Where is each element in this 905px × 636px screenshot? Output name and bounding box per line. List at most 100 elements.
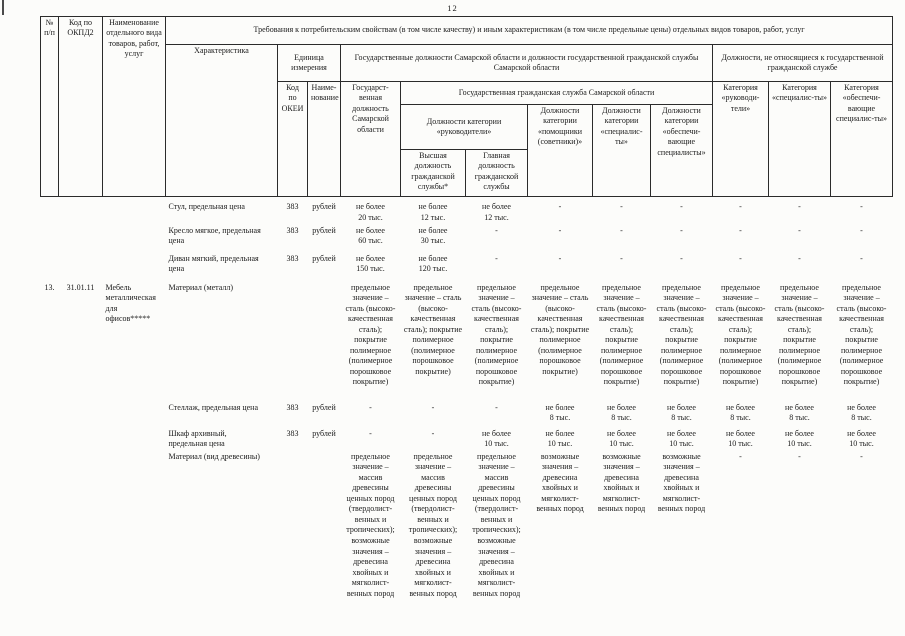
cell-value: предельное значение – сталь (высоко-каче… <box>774 282 825 387</box>
header-characteristic: Характеристика <box>165 44 278 197</box>
cell-num <box>41 253 59 282</box>
cell-unit: рублей <box>312 202 336 211</box>
header-okpd2: Код по ОКПД2 <box>58 16 103 197</box>
table-row: Стеллаж, предельная цена 383 рублей - - … <box>41 402 893 428</box>
cell-item-name <box>103 451 166 627</box>
header-requirements: Требования к потребительским свойствам (… <box>164 16 894 45</box>
cell-value: - <box>798 202 801 211</box>
cell-okpd2 <box>59 402 103 428</box>
cell-value: возможные значения – древесина хвойных и… <box>536 451 584 514</box>
cell-num <box>41 428 59 451</box>
cell-value: - <box>369 402 372 412</box>
cell-okpd2 <box>59 225 103 253</box>
cell-value: не более 120 тыс. <box>418 253 448 274</box>
cell-value: - <box>558 225 562 235</box>
cell-num <box>41 451 59 627</box>
cell-unit: рублей <box>312 428 336 438</box>
cell-okei: 383 <box>286 402 299 412</box>
cell-value: - <box>620 253 623 263</box>
header-category-pomoshniki: Должности категории «помощники (советник… <box>527 104 593 197</box>
cell-value: не более 10 тыс. <box>607 428 636 449</box>
cell-value: не более 12 тыс. <box>482 202 511 222</box>
cell-value: не более 10 тыс. <box>667 428 696 449</box>
cell-value: - <box>558 202 562 211</box>
cell-value: предельное значение – сталь (высоко-каче… <box>596 282 647 387</box>
header-state-positions-group: Государственные должности Самарской обла… <box>340 44 713 82</box>
page-number: 12 <box>447 3 458 13</box>
cell-value: не более 8 тыс. <box>726 402 755 423</box>
cell-value: - <box>558 253 562 263</box>
cell-item-name <box>103 225 166 253</box>
header-item-name: Наименование отдельного вида товаров, ра… <box>102 16 166 197</box>
cell-okei: 383 <box>286 202 299 211</box>
cell-value: не более 10 тыс. <box>482 428 511 449</box>
cell-item-name <box>103 402 166 428</box>
cell-okei <box>278 451 308 627</box>
header-row: Код по ОКЕИ Наиме-нование Государст-венн… <box>41 81 894 197</box>
cell-value: не более 8 тыс. <box>667 402 696 423</box>
cell-value: предельное значение – массив древесины ц… <box>346 451 395 598</box>
cell-value: предельное значение – массив древесины ц… <box>408 451 458 598</box>
table-row: Стул, предельная цена 383 рублей не боле… <box>41 197 893 225</box>
header-kat-obespechivayushchie: Категория «обеспечи-вающие специалис-ты» <box>829 81 894 197</box>
cell-okpd2 <box>59 253 103 282</box>
cell-okpd2 <box>59 451 103 627</box>
cell-value: не более 20 тыс. <box>356 202 385 222</box>
table-row: Материал (вид древесины) предельное знач… <box>41 451 893 627</box>
cell-num <box>41 197 59 225</box>
cell-unit <box>308 282 341 402</box>
cell-value: - <box>495 253 498 263</box>
cell-value: не более 60 тыс. <box>356 225 385 246</box>
cell-characteristic: Стеллаж, предельная цена <box>168 402 259 412</box>
cell-characteristic: Кресло мягкое, предельная цена <box>168 225 261 246</box>
header-category-obespechivayushchie: Должности категории «обеспечи-вающие спе… <box>650 104 713 197</box>
cell-unit: рублей <box>312 253 336 263</box>
header-unit: Единица измерения <box>277 44 341 82</box>
cell-value: - <box>798 225 801 235</box>
cell-num: 13. <box>44 282 55 292</box>
cell-value: предельное значение – сталь (высоко-каче… <box>656 282 707 387</box>
cell-okpd2 <box>59 428 103 451</box>
cell-okei: 383 <box>286 253 299 263</box>
header-category-rukovoditeli-group: Должности категории «руководители» <box>400 104 528 150</box>
requirements-table: № п/п Код по ОКПД2 Наименование отдельно… <box>40 16 894 627</box>
cell-value: предельное значение – сталь (высоко-каче… <box>715 282 766 387</box>
cell-characteristic: Диван мягкий, предельная цена <box>168 253 259 274</box>
cell-okpd2 <box>59 197 103 225</box>
cell-value: не более 10 тыс. <box>847 428 876 449</box>
cell-value: возможные значения – древесина хвойных и… <box>597 451 646 514</box>
scan-edge-artifact <box>2 0 4 15</box>
table-row: Кресло мягкое, предельная цена 383 рубле… <box>41 225 893 253</box>
header-state-position: Государст-венная должность Самарской обл… <box>340 81 401 197</box>
cell-num <box>41 225 59 253</box>
cell-value: - <box>680 202 683 211</box>
cell-value: - <box>739 202 742 211</box>
cell-value: предельное значение – сталь (высоко-каче… <box>471 282 522 387</box>
cell-value: предельное значение – сталь (высоко-каче… <box>403 282 463 376</box>
cell-value: не более 8 тыс. <box>545 402 575 423</box>
cell-num <box>41 402 59 428</box>
cell-value: не более 12 тыс. <box>418 202 448 222</box>
cell-value: - <box>495 225 498 235</box>
cell-value: - <box>431 428 435 438</box>
cell-value: предельное значение – сталь (высоко-каче… <box>345 282 396 387</box>
cell-value: - <box>860 202 863 211</box>
cell-value: возможные значения – древесина хвойных и… <box>657 451 706 514</box>
cell-value: - <box>798 451 801 461</box>
header-row: Характеристика Единица измерения Государ… <box>41 44 894 197</box>
cell-value: - <box>495 402 498 412</box>
header-non-civil-group: Должности, не относящиеся к государствен… <box>711 44 894 82</box>
cell-unit: рублей <box>312 225 336 235</box>
cell-characteristic: Стул, предельная цена <box>168 202 245 211</box>
header-row: Должности категории «руководители» Должн… <box>41 104 893 197</box>
cell-value: не более 8 тыс. <box>607 402 636 423</box>
cell-value: - <box>739 225 742 235</box>
header-glavnaya-dolzhnost: Главная должность гражданской службы <box>465 149 528 197</box>
cell-value: предельное значение – массив древесины ц… <box>472 451 521 598</box>
header-okei-code: Код по ОКЕИ <box>277 81 308 197</box>
cell-value: - <box>860 225 863 235</box>
header-kat-rukovoditeli: Категория «руководи-тели» <box>712 81 769 197</box>
header-row: № п/п Код по ОКПД2 Наименование отдельно… <box>40 16 894 197</box>
cell-characteristic: Материал (вид древесины) <box>168 451 260 461</box>
